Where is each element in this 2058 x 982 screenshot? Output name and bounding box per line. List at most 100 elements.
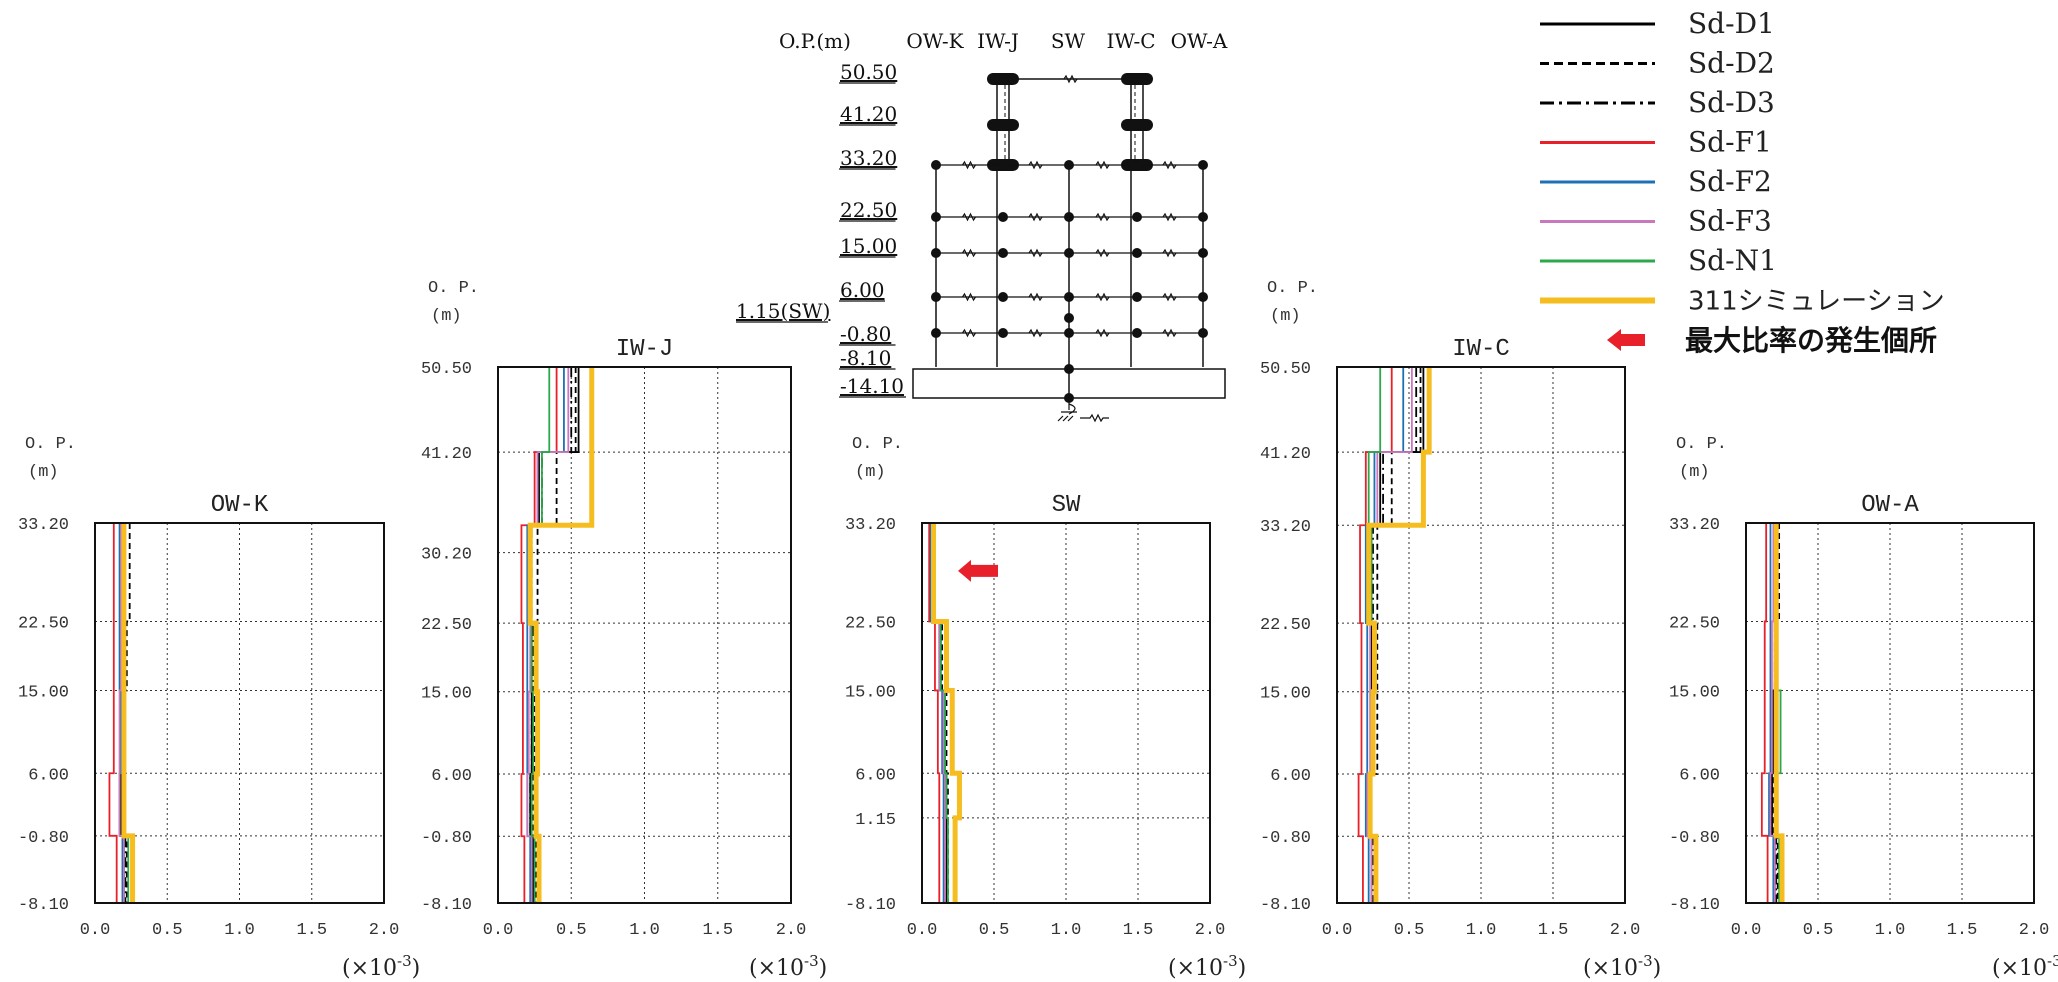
- plot-frame: [1745, 522, 2035, 904]
- x-tick-label: 2.0: [1195, 921, 1226, 940]
- x-axis-unit: (×10-3): [1992, 952, 2058, 981]
- x-unit-close: ): [819, 956, 828, 981]
- series-line-311シミュレーション: [1773, 523, 1785, 903]
- schematic-level-label: 1.15(SW): [736, 299, 830, 323]
- x-tick-label: 2.0: [369, 921, 400, 940]
- y-tick-label: -0.80: [1260, 829, 1311, 848]
- y-tick-label: 22.50: [18, 614, 69, 633]
- schematic-node: [931, 292, 941, 302]
- schematic-spring: [1162, 212, 1177, 222]
- y-axis-unit: (m): [1679, 463, 1710, 482]
- schematic-column-label: IW-J: [977, 29, 1019, 53]
- y-tick-label: -0.80: [1669, 829, 1720, 848]
- schematic-spring: [1162, 328, 1177, 338]
- schematic-node: [1132, 248, 1142, 258]
- legend-marker-arrow: [1607, 329, 1645, 351]
- schematic-node: [998, 212, 1008, 222]
- schematic-node: [1198, 212, 1208, 222]
- chart-panel-iw-c: IW-C 50.50 41.20 33.20 22.50 15.00 6.00 -0.80 -8…: [1260, 279, 1661, 981]
- schematic-spring: [1028, 328, 1043, 338]
- y-tick-label: 41.20: [421, 445, 472, 464]
- series-line-Sd-D2: [1370, 367, 1422, 903]
- series-line-311シミュレーション: [1366, 367, 1432, 903]
- y-axis-label: O. P.: [852, 435, 903, 454]
- legend-marker-label: 最大比率の発生個所: [1685, 324, 1937, 357]
- schematic-level-label: -0.80: [840, 322, 891, 346]
- max-ratio-arrow: [958, 559, 998, 582]
- x-unit-close: ): [1238, 956, 1247, 981]
- legend-label-5: Sd-F2: [1688, 165, 1772, 198]
- plot-frame: [921, 522, 1211, 904]
- series-line-Sd-F3: [526, 367, 570, 903]
- y-tick-label: 15.00: [18, 683, 69, 702]
- x-tick-label: 1.0: [1875, 921, 1906, 940]
- schematic-column-label: OW-K: [906, 29, 964, 53]
- x-tick-label: 2.0: [2019, 921, 2050, 940]
- x-tick-label: 1.5: [296, 921, 327, 940]
- legend-label-8: 311シミュレーション: [1688, 287, 1945, 317]
- schematic-level-label: 6.00: [840, 278, 885, 302]
- y-tick-label: 22.50: [1669, 614, 1720, 633]
- panel-title: OW-K: [211, 492, 269, 519]
- legend-label-3: Sd-D3: [1688, 86, 1775, 119]
- series-line-Sd-F1: [520, 367, 558, 903]
- panel-title: IW-J: [616, 336, 674, 363]
- x-tick-label: 0.5: [152, 921, 183, 940]
- x-tick-label: 0.5: [1803, 921, 1834, 940]
- schematic-node: [1064, 313, 1074, 323]
- schematic-spring: [1063, 74, 1078, 84]
- y-tick-label: 15.00: [845, 683, 896, 702]
- y-tick-label: 15.00: [1260, 685, 1311, 704]
- y-axis-label: O. P.: [25, 435, 76, 454]
- legend-label-4: Sd-F1: [1688, 126, 1772, 159]
- x-tick-label: 0.5: [979, 921, 1010, 940]
- y-tick-label: -0.80: [421, 829, 472, 848]
- series-line-Sd-D2: [532, 367, 577, 903]
- x-axis-unit: (×10-3): [1583, 952, 1661, 981]
- schematic-mass: [1121, 73, 1153, 85]
- y-tick-label: 15.00: [421, 685, 472, 704]
- x-unit-close: ): [1653, 956, 1662, 981]
- x-tick-label: 2.0: [776, 921, 807, 940]
- x-tick-label: 1.5: [702, 921, 733, 940]
- y-tick-label: 33.20: [1260, 518, 1311, 537]
- y-tick-label: 15.00: [1669, 683, 1720, 702]
- schematic-level-label: 15.00: [840, 234, 897, 258]
- schematic-spring: [1162, 248, 1177, 258]
- x-unit-base: (×10: [1583, 956, 1638, 981]
- y-axis-label: O. P.: [1676, 435, 1727, 454]
- y-tick-label: 41.20: [1260, 445, 1311, 464]
- y-tick-label: -8.10: [845, 896, 896, 915]
- plot-frame: [1336, 366, 1626, 904]
- x-tick-label: 0.0: [483, 921, 514, 940]
- y-axis-unit: (m): [1270, 307, 1301, 326]
- schematic-spring: [962, 292, 976, 302]
- schematic-spring: [1095, 212, 1110, 222]
- schematic-spring: [1095, 292, 1110, 302]
- y-tick-label: 6.00: [855, 766, 896, 785]
- legend-label-6: Sd-F3: [1688, 205, 1772, 238]
- y-tick-label: 22.50: [845, 614, 896, 633]
- schematic-node: [931, 248, 941, 258]
- schematic-node: [931, 212, 941, 222]
- x-unit-base: (×10: [1992, 956, 2047, 981]
- schematic-column-label: SW: [1051, 29, 1086, 53]
- y-tick-label: 33.20: [18, 516, 69, 535]
- y-tick-label: 1.15: [855, 811, 896, 830]
- chart-panels: OW-K 33.20 22.50 15.00 6.00 -0.80 -8.10 O. P. (m…: [18, 279, 2058, 981]
- panel-title: IW-C: [1452, 336, 1510, 363]
- x-tick-label: 2.0: [1610, 921, 1641, 940]
- schematic-spring: [962, 328, 976, 338]
- x-tick-label: 1.0: [629, 921, 660, 940]
- x-tick-label: 1.5: [1123, 921, 1154, 940]
- x-tick-label: 1.5: [1538, 921, 1569, 940]
- y-axis-label: O. P.: [1267, 279, 1318, 298]
- x-tick-label: 1.5: [1947, 921, 1978, 940]
- schematic-spring: [962, 160, 976, 170]
- panel-title: SW: [1052, 492, 1081, 519]
- y-tick-label: -8.10: [1260, 896, 1311, 915]
- schematic-node: [1132, 212, 1142, 222]
- legend-label-2: Sd-D2: [1688, 47, 1775, 80]
- x-unit-exponent: -3: [1223, 952, 1238, 970]
- schematic-node: [931, 328, 941, 338]
